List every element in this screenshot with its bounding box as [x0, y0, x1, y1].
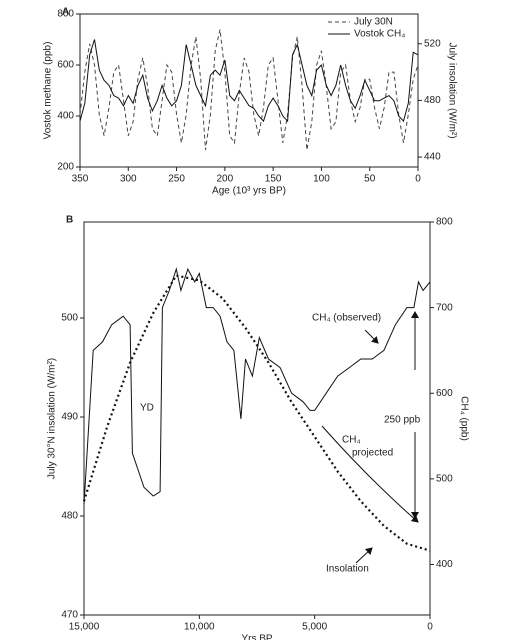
annotation: YD — [140, 403, 154, 414]
x-tick-label: 250 — [168, 174, 185, 185]
x-tick-label: 15,000 — [69, 622, 100, 633]
arrow — [364, 329, 379, 344]
y-tick-label: 200 — [57, 162, 74, 173]
y2-axis-label: July insolation (W/m²) — [446, 42, 457, 138]
x-tick-label: 150 — [265, 174, 282, 185]
x-tick-label: 0 — [427, 622, 433, 633]
plot-frame — [79, 13, 419, 168]
x-tick-label: 200 — [217, 174, 234, 185]
legend-label: July 30N — [354, 17, 393, 28]
data-line — [79, 29, 419, 151]
x-tick-label: 50 — [364, 174, 376, 185]
y2-tick-label: 500 — [436, 474, 453, 485]
annotation: projected — [352, 448, 393, 459]
x-axis-label: Age (10³ yrs BP) — [212, 186, 286, 197]
legend-label: Vostok CH₄ — [354, 29, 405, 40]
y2-tick-label: 600 — [436, 388, 453, 399]
y-tick-label: 500 — [61, 313, 78, 324]
x-tick-label: 350 — [72, 174, 89, 185]
y-tick-label: 490 — [61, 412, 78, 423]
y-tick-label: 800 — [57, 9, 74, 20]
arrow — [355, 547, 373, 564]
y-tick-label: 480 — [61, 511, 78, 522]
x-tick-label: 0 — [415, 174, 421, 185]
x-axis-label: Yrs BP — [241, 634, 272, 640]
data-line — [79, 39, 419, 123]
annotation: CH₄ — [342, 435, 361, 446]
y2-axis-label: CH₄ (ppb) — [458, 396, 469, 441]
annotation: 250 ppb — [384, 415, 421, 426]
plot-frame — [83, 221, 431, 616]
y-axis-label: Vostok methane (ppb) — [43, 42, 54, 140]
y-tick-label: 470 — [61, 610, 78, 621]
annotation: Insolation — [326, 564, 369, 575]
y-tick-label: 400 — [57, 111, 74, 122]
y-tick-label: 600 — [57, 60, 74, 71]
y2-tick-label: 440 — [424, 152, 441, 163]
y2-tick-label: 800 — [436, 217, 453, 228]
panel-label: A — [62, 7, 69, 18]
y2-tick-label: 480 — [424, 95, 441, 106]
x-tick-label: 10,000 — [184, 622, 215, 633]
panel-label: B — [66, 215, 73, 226]
y2-tick-label: 400 — [436, 559, 453, 570]
y2-tick-label: 700 — [436, 302, 453, 313]
y-axis-label: July 30°N insolation (W/m²) — [47, 358, 58, 479]
x-tick-label: 5,000 — [302, 622, 327, 633]
data-line — [83, 267, 431, 505]
annotation: CH₄ (observed) — [312, 313, 381, 324]
arrow — [321, 425, 419, 523]
x-tick-label: 100 — [313, 174, 330, 185]
y2-tick-label: 520 — [424, 38, 441, 49]
x-tick-label: 300 — [120, 174, 137, 185]
data-line — [82, 274, 431, 552]
